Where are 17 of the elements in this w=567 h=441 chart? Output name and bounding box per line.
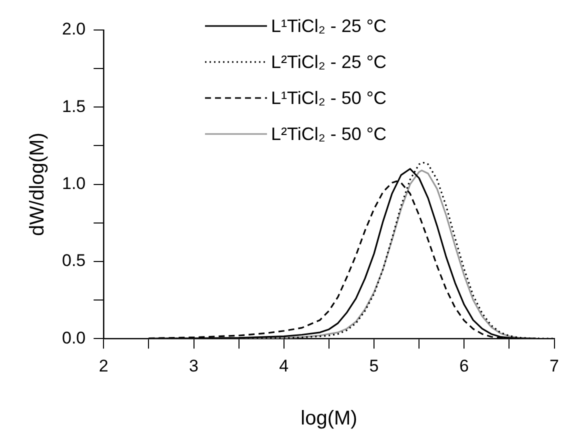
y-tick-label: 0.5 [62, 251, 86, 270]
y-axis-title: dW/dlog(M) [26, 132, 49, 236]
legend-label: L¹TiCl₂ - 25 °C [271, 16, 387, 36]
y-tick-label: 0.0 [62, 328, 86, 348]
x-tick-label: 2 [98, 356, 108, 376]
x-tick-label: 5 [369, 356, 379, 376]
x-tick-label: 7 [550, 356, 560, 376]
y-tick-label: 1.5 [62, 96, 86, 116]
x-axis-title: log(M) [300, 408, 358, 430]
y-tick-label: 1.0 [62, 174, 86, 193]
x-tick-label: 4 [279, 356, 289, 376]
legend-label: L²TiCl₂ - 50 °C [271, 124, 387, 144]
legend-label: L²TiCl₂ - 25 °C [271, 52, 387, 72]
x-tick-label: 6 [459, 356, 469, 376]
legend-label: L¹TiCl₂ - 50 °C [271, 88, 387, 108]
y-tick-label: 2.0 [62, 20, 86, 39]
x-tick-label: 3 [189, 356, 198, 376]
